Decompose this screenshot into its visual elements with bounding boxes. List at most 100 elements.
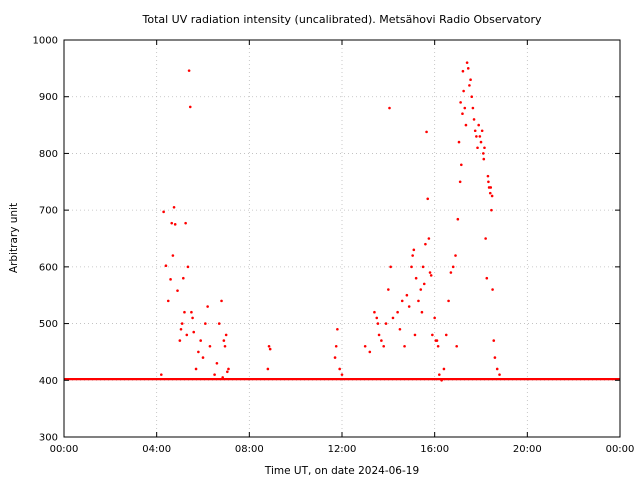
data-point bbox=[424, 242, 427, 246]
data-point bbox=[422, 282, 426, 286]
data-point bbox=[180, 322, 184, 325]
data-point bbox=[403, 344, 406, 348]
data-point bbox=[419, 288, 423, 291]
data-point bbox=[178, 339, 182, 342]
data-point bbox=[223, 344, 227, 348]
data-point bbox=[488, 191, 492, 195]
data-point bbox=[412, 248, 416, 252]
data-point bbox=[476, 146, 479, 150]
y-tick-label: 900 bbox=[39, 92, 58, 103]
y-tick-label: 700 bbox=[39, 206, 58, 217]
data-point bbox=[495, 367, 499, 371]
data-point bbox=[192, 330, 196, 334]
data-point bbox=[187, 69, 191, 72]
data-point bbox=[471, 106, 475, 110]
x-tick-label: 00:00 bbox=[50, 444, 79, 455]
data-point bbox=[334, 344, 338, 348]
data-point bbox=[186, 265, 190, 269]
data-point bbox=[498, 373, 501, 376]
data-point bbox=[410, 265, 413, 269]
data-point bbox=[420, 310, 424, 314]
data-point bbox=[438, 373, 441, 376]
data-point bbox=[208, 344, 212, 348]
data-point bbox=[162, 210, 165, 214]
data-point bbox=[183, 310, 186, 314]
data-point bbox=[436, 344, 440, 348]
data-point bbox=[388, 106, 391, 110]
data-point bbox=[461, 69, 465, 73]
data-point bbox=[414, 276, 418, 280]
data-point bbox=[173, 223, 177, 226]
y-tick-label: 300 bbox=[39, 433, 58, 444]
y-axis: 300 400 500 600 700 800 900 1000 bbox=[33, 36, 620, 444]
data-point bbox=[426, 197, 430, 201]
data-point bbox=[417, 299, 420, 303]
data-point bbox=[480, 129, 484, 133]
x-tick-label: 00:00 bbox=[606, 444, 635, 455]
data-point bbox=[184, 221, 187, 225]
data-point bbox=[413, 333, 417, 337]
y-tick-label: 600 bbox=[39, 262, 58, 273]
data-point bbox=[220, 299, 223, 303]
data-point bbox=[160, 373, 163, 376]
data-point bbox=[172, 206, 176, 209]
data-point bbox=[191, 316, 194, 320]
data-point bbox=[221, 376, 224, 379]
data-point bbox=[457, 140, 461, 144]
data-point bbox=[482, 152, 485, 155]
data-point bbox=[473, 129, 477, 133]
data-point bbox=[487, 180, 490, 184]
data-point bbox=[391, 316, 395, 320]
data-point bbox=[171, 254, 175, 257]
data-point bbox=[490, 194, 494, 198]
data-point bbox=[188, 105, 192, 109]
data-point bbox=[169, 278, 172, 281]
data-point bbox=[451, 265, 455, 269]
data-point bbox=[462, 89, 465, 93]
data-point bbox=[484, 237, 487, 240]
data-point bbox=[463, 106, 467, 110]
y-tick-label: 800 bbox=[39, 149, 58, 160]
data-point bbox=[176, 289, 179, 292]
data-point bbox=[373, 310, 376, 314]
data-point bbox=[224, 333, 228, 337]
data-point bbox=[368, 350, 372, 354]
x-axis: 00:00 04:00 08:00 12:00 16:00 20:00 00:00 bbox=[50, 40, 635, 455]
data-point bbox=[442, 367, 446, 371]
y-tick-label: 400 bbox=[39, 376, 58, 387]
data-point bbox=[182, 276, 185, 280]
data-point bbox=[185, 333, 189, 337]
data-point bbox=[468, 84, 471, 87]
data-point bbox=[340, 373, 344, 376]
data-point bbox=[215, 361, 219, 365]
data-point bbox=[486, 174, 490, 178]
data-point bbox=[478, 135, 482, 138]
data-point bbox=[382, 344, 386, 348]
data-point bbox=[179, 327, 183, 331]
grid-lines bbox=[64, 40, 620, 437]
data-point bbox=[469, 78, 472, 81]
plot-frame bbox=[63, 39, 621, 438]
data-point bbox=[400, 299, 404, 303]
x-axis-label: Time UT, on date 2024-06-19 bbox=[264, 465, 419, 477]
data-point bbox=[164, 264, 168, 268]
data-point bbox=[447, 299, 450, 303]
data-point bbox=[266, 367, 270, 371]
data-points bbox=[64, 61, 620, 382]
data-point bbox=[267, 344, 271, 348]
data-point bbox=[194, 367, 198, 371]
x-tick-label: 04:00 bbox=[142, 444, 171, 455]
data-point bbox=[380, 339, 383, 342]
data-point bbox=[428, 271, 432, 274]
data-point bbox=[217, 322, 221, 325]
data-point bbox=[483, 146, 486, 150]
data-point bbox=[170, 221, 174, 225]
data-point bbox=[377, 333, 381, 337]
data-point bbox=[431, 333, 434, 337]
data-point bbox=[466, 67, 470, 70]
data-point bbox=[226, 370, 229, 374]
x-tick-label: 16:00 bbox=[420, 444, 449, 455]
data-point bbox=[472, 118, 476, 121]
data-point bbox=[440, 378, 443, 382]
